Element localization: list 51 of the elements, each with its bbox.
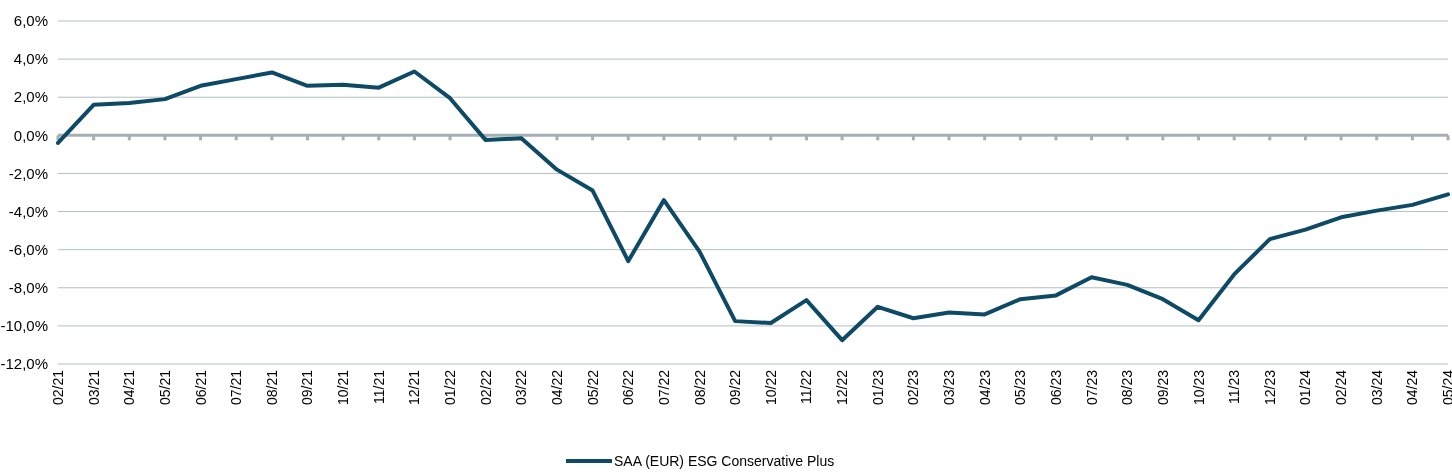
x-tick-label: 04/24 [1404,369,1421,406]
x-tick-label: 07/22 [655,369,672,406]
x-tick-label: 08/22 [691,369,708,406]
y-tick-label: 2,0% [13,88,48,106]
y-tick-label: -12,0% [0,355,48,373]
x-tick-label: 02/24 [1333,369,1350,406]
x-tick-label: 10/23 [1190,369,1207,406]
x-tick-label: 03/23 [941,369,958,406]
x-tick-label: 09/21 [299,369,316,406]
y-tick-label: 6,0% [13,12,48,30]
y-tick-label: 0,0% [13,126,48,144]
x-tick-label: 02/23 [905,369,922,406]
line-series [56,69,1450,343]
legend-label: SAA (EUR) ESG Conservative Plus [614,453,835,469]
x-tick-label: 05/23 [1012,369,1029,406]
y-tick-label: -6,0% [8,240,48,258]
y-tick-label: -2,0% [8,164,48,182]
x-tick-label: 07/23 [1083,369,1100,406]
x-tick-label: 04/21 [121,369,138,406]
x-tick-label: 12/21 [406,369,423,406]
x-tick-label: 01/24 [1297,369,1314,406]
x-tick-label: 02/21 [50,369,66,406]
y-tick-label: 4,0% [13,50,48,68]
x-tick-label: 05/21 [156,369,173,406]
x-tick-label: 09/22 [727,369,744,406]
x-tick-label: 08/23 [1119,369,1136,406]
y-tick-label: -4,0% [8,202,48,220]
y-tick-label: -8,0% [8,279,48,297]
x-tick-label: 09/23 [1154,369,1171,406]
x-tick-label: 04/23 [976,369,993,406]
x-tick-label: 12/22 [834,369,851,406]
x-tick-label: 06/22 [620,369,637,406]
x-tick-label: 11/21 [370,369,387,404]
x-tick-label: 04/22 [548,369,565,406]
x-tick-label: 02/22 [477,369,494,406]
x-tick-label: 11/23 [1226,369,1243,404]
x-tick-label: 11/22 [798,369,815,404]
x-tick-label: 03/21 [85,369,102,406]
x-tick-label: 07/21 [228,369,245,406]
y-tick-label: -10,0% [0,317,48,335]
x-tick-label: 10/21 [335,369,352,406]
x-tick-label: 12/23 [1261,369,1278,406]
x-tick-label: 06/23 [1047,369,1064,406]
x-tick-label: 01/22 [442,369,459,406]
x-tick-label: 03/22 [513,369,530,406]
x-tick-label: 10/22 [762,369,779,406]
x-tick-label: 03/24 [1368,369,1385,406]
x-tick-label: 05/22 [584,369,601,406]
x-tick-label: 01/23 [869,369,886,406]
x-tick-label: 06/21 [192,369,209,406]
x-tick-label: 08/21 [263,369,280,406]
